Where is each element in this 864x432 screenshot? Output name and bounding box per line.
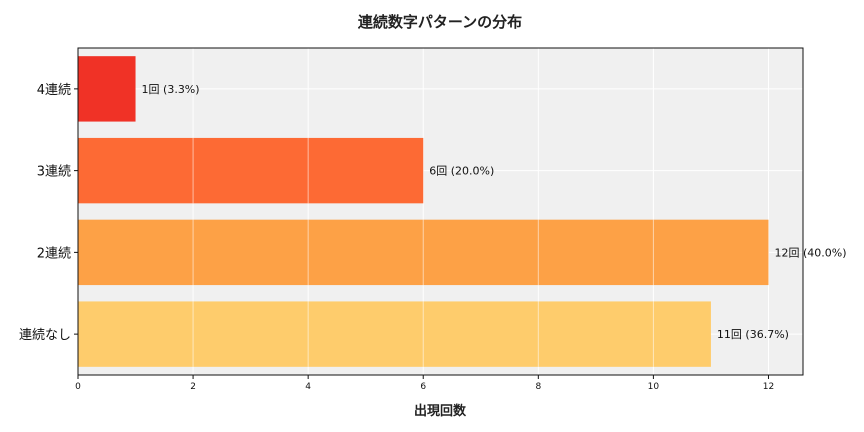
x-tick-label: 10 [648, 382, 660, 392]
data-label: 12回 (40.0%) [774, 246, 846, 259]
bar [78, 301, 711, 367]
y-tick-label: 4連続 [37, 83, 71, 98]
plot-frame [77, 47, 804, 376]
bars: 1回 (3.3%) 6回 (20.0%) 12回 (40.0%) 11回 (36.7%… [78, 56, 847, 367]
data-label: 11回 (36.7%) [717, 328, 789, 341]
y-tick-label: 3連続 [37, 165, 71, 180]
bar [78, 56, 136, 122]
x-tick-label: 2 [190, 382, 196, 392]
bar [78, 137, 424, 204]
x-tick-label: 6 [420, 382, 426, 392]
x-tick-label: 12 [763, 382, 774, 392]
chart-title: 連続数字パターンの分布 [358, 13, 522, 31]
data-label: 6回 (20.0%) [429, 165, 494, 178]
x-axis-label: 出現回数 [414, 403, 467, 419]
x-tick-label: 0 [75, 382, 81, 392]
y-tick-label: 2連続 [37, 246, 71, 261]
x-tick-label: 4 [305, 382, 311, 392]
y-tick-label: 連続なし [19, 328, 71, 343]
x-tick-label: 8 [535, 382, 541, 392]
data-label: 1回 (3.3%) [142, 83, 200, 96]
